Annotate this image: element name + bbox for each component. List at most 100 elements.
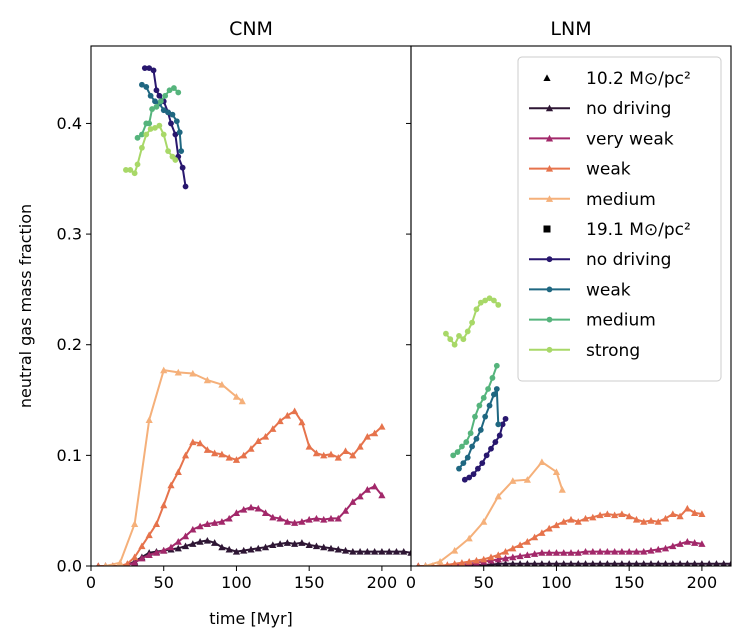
data-point-tri_veryweak — [254, 504, 262, 512]
data-point-dot_strong — [172, 157, 179, 163]
data-point-tri_veryweak — [698, 540, 706, 547]
data-point-tri_weak — [371, 429, 379, 437]
data-point-tri_weak — [465, 557, 473, 565]
data-point-tri_veryweak — [167, 543, 175, 551]
data-point-dot_strong — [147, 126, 154, 132]
data-point-tri_nodriving — [291, 540, 299, 547]
data-point-dot_medium — [450, 452, 457, 459]
data-point-tri_medium — [423, 562, 428, 566]
data-point-dot_nodriving — [496, 432, 503, 439]
series-group — [416, 295, 731, 566]
data-point-tri_veryweak — [531, 550, 539, 557]
data-point-tri_weak — [291, 407, 299, 415]
data-point-dot_medium — [485, 386, 491, 392]
data-point-tri_weak — [451, 560, 458, 566]
legend-marker — [546, 346, 553, 353]
data-point-tri_veryweak — [574, 549, 582, 556]
data-point-tri_veryweak — [640, 548, 648, 555]
data-point-tri_weak — [211, 449, 219, 457]
data-point-tri_veryweak — [327, 514, 335, 522]
data-point-tri_veryweak — [654, 545, 662, 553]
data-point-tri_weak — [203, 446, 211, 453]
data-point-tri_medium — [465, 534, 473, 542]
data-point-dot_weak — [173, 118, 180, 125]
series-dot_weak — [139, 81, 185, 155]
data-point-tri_weak — [538, 529, 546, 536]
data-point-dot_weak — [469, 443, 475, 450]
data-point-dot_medium — [139, 131, 145, 138]
data-point-tri_veryweak — [138, 554, 146, 562]
data-point-dot_medium — [157, 98, 164, 105]
data-point-tri_weak — [683, 504, 691, 512]
data-point-tri_weak — [269, 425, 277, 432]
data-point-tri_medium — [203, 376, 211, 384]
panel-title: LNM — [550, 18, 591, 40]
data-point-tri_weak — [574, 518, 582, 525]
data-point-tri_nodriving — [538, 560, 546, 566]
data-point-tri_nodriving — [341, 546, 350, 554]
data-point-tri_veryweak — [152, 549, 161, 556]
data-point-dot_medium — [146, 120, 153, 127]
data-point-tri_weak — [416, 562, 421, 566]
data-point-dot_medium — [467, 430, 474, 437]
data-point-tri_weak — [691, 509, 699, 516]
data-point-dot_nodriving — [475, 465, 481, 472]
data-point-dot_medium — [166, 87, 173, 94]
data-point-tri_veryweak — [232, 509, 241, 516]
data-point-tri_weak — [152, 520, 161, 528]
data-point-dot_strong — [152, 124, 158, 131]
data-point-tri_weak — [603, 510, 611, 518]
series-tri_nodriving — [416, 560, 731, 566]
data-point-tri_veryweak — [618, 548, 626, 555]
legend-marker — [546, 316, 553, 323]
data-point-dot_strong — [456, 332, 462, 339]
data-point-dot_strong — [443, 330, 449, 337]
data-point-tri_veryweak — [371, 482, 379, 490]
x-tick-label: 200 — [687, 573, 718, 592]
data-point-tri_medium — [160, 366, 168, 374]
data-point-dot_nodriving — [502, 415, 509, 422]
legend-label: weak — [586, 280, 631, 300]
data-point-tri_weak — [625, 512, 633, 520]
data-point-tri_veryweak — [363, 486, 371, 493]
legend-marker — [545, 195, 554, 202]
data-point-tri_medium — [494, 492, 502, 500]
panel-lnm: LNM 0 50 100 150 200 — [406, 18, 732, 592]
data-point-tri_veryweak — [509, 553, 517, 561]
data-point-tri_veryweak — [247, 503, 255, 511]
data-point-tri_nodriving — [618, 560, 626, 566]
data-point-tri_veryweak — [691, 539, 699, 546]
data-point-tri_nodriving — [276, 540, 284, 547]
data-point-tri_weak — [174, 468, 182, 476]
data-point-tri_nodriving — [363, 548, 371, 555]
legend-entry: strong — [529, 341, 640, 361]
legend-entry: weak — [529, 280, 631, 300]
data-point-dot_weak — [493, 386, 500, 392]
data-point-tri_veryweak — [261, 509, 270, 516]
data-point-tri_nodriving — [225, 545, 233, 553]
x-tick-label: 100 — [221, 573, 252, 592]
data-point-tri_nodriving — [626, 560, 633, 566]
data-point-dot_weak — [139, 81, 145, 88]
data-point-tri_veryweak — [211, 519, 219, 526]
legend-entry: very weak — [529, 129, 674, 149]
data-point-tri_veryweak — [676, 540, 684, 547]
data-point-tri_nodriving — [516, 560, 524, 566]
x-tick-label: 0 — [406, 573, 416, 592]
data-point-tri_veryweak — [131, 559, 139, 566]
data-point-dot_medium — [175, 89, 182, 96]
data-point-tri_nodriving — [203, 536, 211, 544]
data-point-tri_nodriving — [567, 560, 575, 566]
data-point-dot_weak — [473, 435, 480, 442]
data-point-tri_weak — [698, 510, 706, 518]
y-axis-label: neutral gas mass fraction — [16, 204, 35, 408]
data-point-tri_nodriving — [269, 541, 277, 549]
data-point-tri_weak — [96, 562, 101, 566]
data-point-tri_medium — [558, 486, 566, 493]
data-point-tri_veryweak — [567, 549, 575, 556]
data-point-dot_weak — [482, 413, 489, 420]
data-point-dot_medium — [476, 402, 483, 409]
data-point-tri_veryweak — [305, 515, 313, 523]
data-point-tri_medium — [480, 518, 488, 525]
